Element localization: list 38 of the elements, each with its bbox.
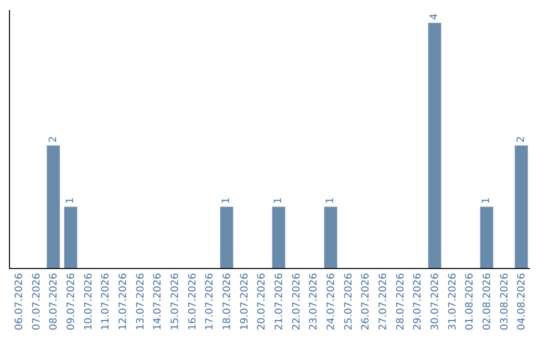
x-tick-label: 04.08.2026 <box>516 273 528 330</box>
x-tick-label: 07.07.2026 <box>31 273 42 330</box>
x-tick-label: 28.07.2026 <box>395 273 406 330</box>
x-tick-label: 21.07.2026 <box>274 273 285 330</box>
x-tick-label: 27.07.2026 <box>378 273 389 330</box>
x-tick-label: 06.07.2026 <box>14 273 25 330</box>
x-tick-label: 31.07.2026 <box>447 273 458 330</box>
x-tick-label: 26.07.2026 <box>360 273 372 330</box>
x-tick-label: 02.08.2026 <box>482 273 493 330</box>
x-tick-label: 08.07.2026 <box>48 273 60 330</box>
data-label: 1 <box>65 197 76 204</box>
x-tick-label: 10.07.2026 <box>83 273 94 330</box>
x-tick-label: 20.07.2026 <box>256 273 268 330</box>
x-tick-label: 09.07.2026 <box>66 273 77 330</box>
x-tick-label: 03.08.2026 <box>499 273 510 330</box>
data-label: 2 <box>516 136 527 142</box>
x-tick-label: 18.07.2026 <box>222 273 233 330</box>
x-tick-label: 01.08.2026 <box>464 273 476 330</box>
x-tick-label: 23.07.2026 <box>308 273 320 330</box>
x-tick-label: 19.07.2026 <box>239 273 250 330</box>
x-tick-label: 29.07.2026 <box>412 273 424 330</box>
data-label: 1 <box>273 197 284 204</box>
x-tick-label: 11.07.2026 <box>100 273 112 330</box>
x-tick-label: 24.07.2026 <box>326 273 337 330</box>
data-label: 1 <box>481 197 492 204</box>
x-tick-label: 12.07.2026 <box>118 273 129 330</box>
x-tick-label: 16.07.2026 <box>187 273 198 330</box>
x-tick-label: 30.07.2026 <box>430 273 441 330</box>
data-label: 2 <box>48 136 59 142</box>
x-tick-label: 15.07.2026 <box>170 273 181 330</box>
x-tick-label: 14.07.2026 <box>152 273 164 330</box>
data-label: 4 <box>429 14 440 20</box>
data-label: 1 <box>325 197 336 204</box>
x-tick-label: 13.07.2026 <box>135 273 146 330</box>
data-label: 1 <box>221 197 232 204</box>
x-tick-label: 17.07.2026 <box>204 273 216 330</box>
x-tick-label: 25.07.2026 <box>343 273 354 330</box>
x-tick-label: 22.07.2026 <box>291 273 302 330</box>
